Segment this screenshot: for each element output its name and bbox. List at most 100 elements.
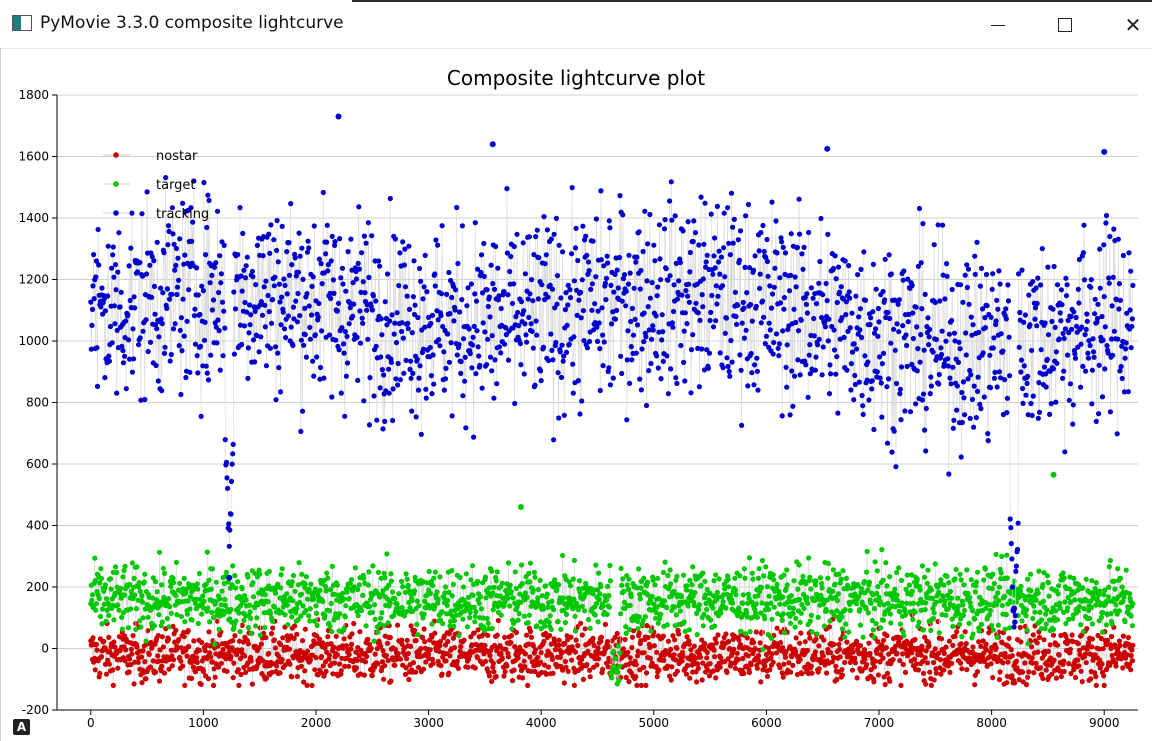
data-point-tracking	[529, 277, 535, 283]
data-point-nostar	[793, 635, 799, 641]
data-point-target	[145, 614, 151, 620]
data-point-nostar	[147, 664, 154, 670]
data-point-tracking	[358, 289, 364, 295]
data-point-tracking	[362, 290, 368, 296]
data-point-target	[399, 605, 405, 611]
data-point-target	[116, 607, 122, 613]
data-point-target	[558, 626, 564, 633]
data-point-target	[790, 611, 796, 617]
data-point-tracking	[415, 387, 422, 393]
data-point-target	[1060, 570, 1066, 576]
data-point-target	[247, 609, 253, 615]
data-point-target	[1108, 611, 1114, 617]
data-point-target	[939, 612, 945, 618]
data-point-target	[972, 589, 978, 595]
data-point-tracking	[381, 372, 387, 378]
data-point-nostar	[634, 682, 640, 689]
data-point-target	[302, 581, 308, 587]
data-point-target	[526, 612, 533, 618]
data-point-target	[1087, 615, 1093, 622]
data-point-target	[121, 567, 127, 574]
data-point-target	[388, 578, 394, 584]
data-point-nostar	[1107, 662, 1113, 669]
data-point-tracking	[307, 336, 313, 342]
data-point-target	[722, 586, 728, 592]
data-point-target	[792, 624, 798, 630]
minimize-button[interactable]	[975, 8, 1021, 42]
close-button[interactable]: ✕	[1110, 8, 1152, 42]
data-point-nostar	[933, 666, 939, 672]
data-point-nostar	[829, 659, 835, 665]
data-point-tracking	[139, 211, 145, 217]
data-point-tracking	[341, 341, 347, 347]
data-point-nostar	[266, 650, 272, 656]
data-point-target	[738, 628, 744, 634]
data-point-nostar	[159, 663, 165, 669]
data-point-tracking	[222, 437, 228, 443]
data-point-tracking	[773, 218, 779, 224]
data-point-nostar	[573, 637, 579, 643]
data-point-target	[746, 595, 752, 602]
data-point-nostar	[871, 664, 878, 670]
data-point-target	[1105, 594, 1111, 600]
data-point-target	[1036, 568, 1042, 574]
data-point-nostar	[933, 670, 940, 676]
data-point-target	[493, 578, 499, 584]
data-point-target	[986, 612, 993, 618]
data-point-tracking	[564, 322, 570, 328]
data-point-tracking	[243, 275, 249, 281]
data-point-tracking	[127, 356, 133, 362]
data-point-nostar	[674, 645, 680, 651]
data-point-nostar	[828, 650, 834, 656]
data-point-target	[334, 582, 340, 588]
data-point-target	[131, 575, 137, 582]
data-point-target	[1040, 598, 1046, 604]
data-point-target	[1089, 621, 1095, 627]
data-point-nostar	[867, 650, 873, 657]
data-point-target	[432, 569, 438, 575]
data-point-nostar	[665, 638, 672, 644]
data-point-nostar	[565, 668, 571, 675]
data-point-target	[434, 589, 440, 595]
data-point-target	[598, 583, 604, 590]
data-point-target	[448, 618, 454, 624]
data-point-target	[562, 620, 569, 626]
data-point-nostar	[408, 643, 414, 650]
data-point-nostar	[839, 672, 846, 678]
data-point-nostar	[380, 648, 386, 654]
data-point-tracking	[405, 320, 411, 326]
data-point-tracking	[730, 240, 736, 246]
data-point-tracking	[268, 320, 275, 326]
data-point-target	[958, 616, 964, 622]
data-point-tracking	[619, 370, 625, 377]
data-point-tracking	[201, 337, 208, 343]
data-point-target	[289, 614, 295, 620]
data-point-tracking	[612, 271, 618, 277]
data-point-target	[136, 580, 142, 586]
data-point-target	[457, 574, 463, 581]
data-point-tracking	[458, 358, 464, 365]
data-point-tracking	[192, 341, 199, 347]
maximize-button[interactable]	[1042, 8, 1088, 42]
data-point-tracking	[631, 285, 637, 291]
data-point-nostar	[458, 644, 464, 650]
data-point-nostar	[996, 677, 1003, 683]
data-point-target	[100, 606, 106, 612]
data-point-target	[785, 599, 791, 605]
data-point-nostar	[237, 656, 244, 662]
data-point-target	[799, 602, 805, 608]
data-point-target	[223, 569, 230, 575]
data-point-tracking	[463, 425, 469, 431]
data-point-tracking	[111, 274, 117, 280]
data-point-tracking	[439, 223, 445, 229]
data-point-tracking	[484, 287, 490, 293]
data-point-tracking	[595, 308, 601, 314]
data-point-nostar	[859, 668, 865, 674]
data-point-target	[815, 614, 821, 621]
data-point-tracking	[563, 349, 570, 355]
data-point-target	[777, 601, 783, 607]
data-point-tracking	[722, 274, 728, 280]
data-point-target	[572, 628, 579, 634]
data-point-target	[910, 616, 916, 623]
